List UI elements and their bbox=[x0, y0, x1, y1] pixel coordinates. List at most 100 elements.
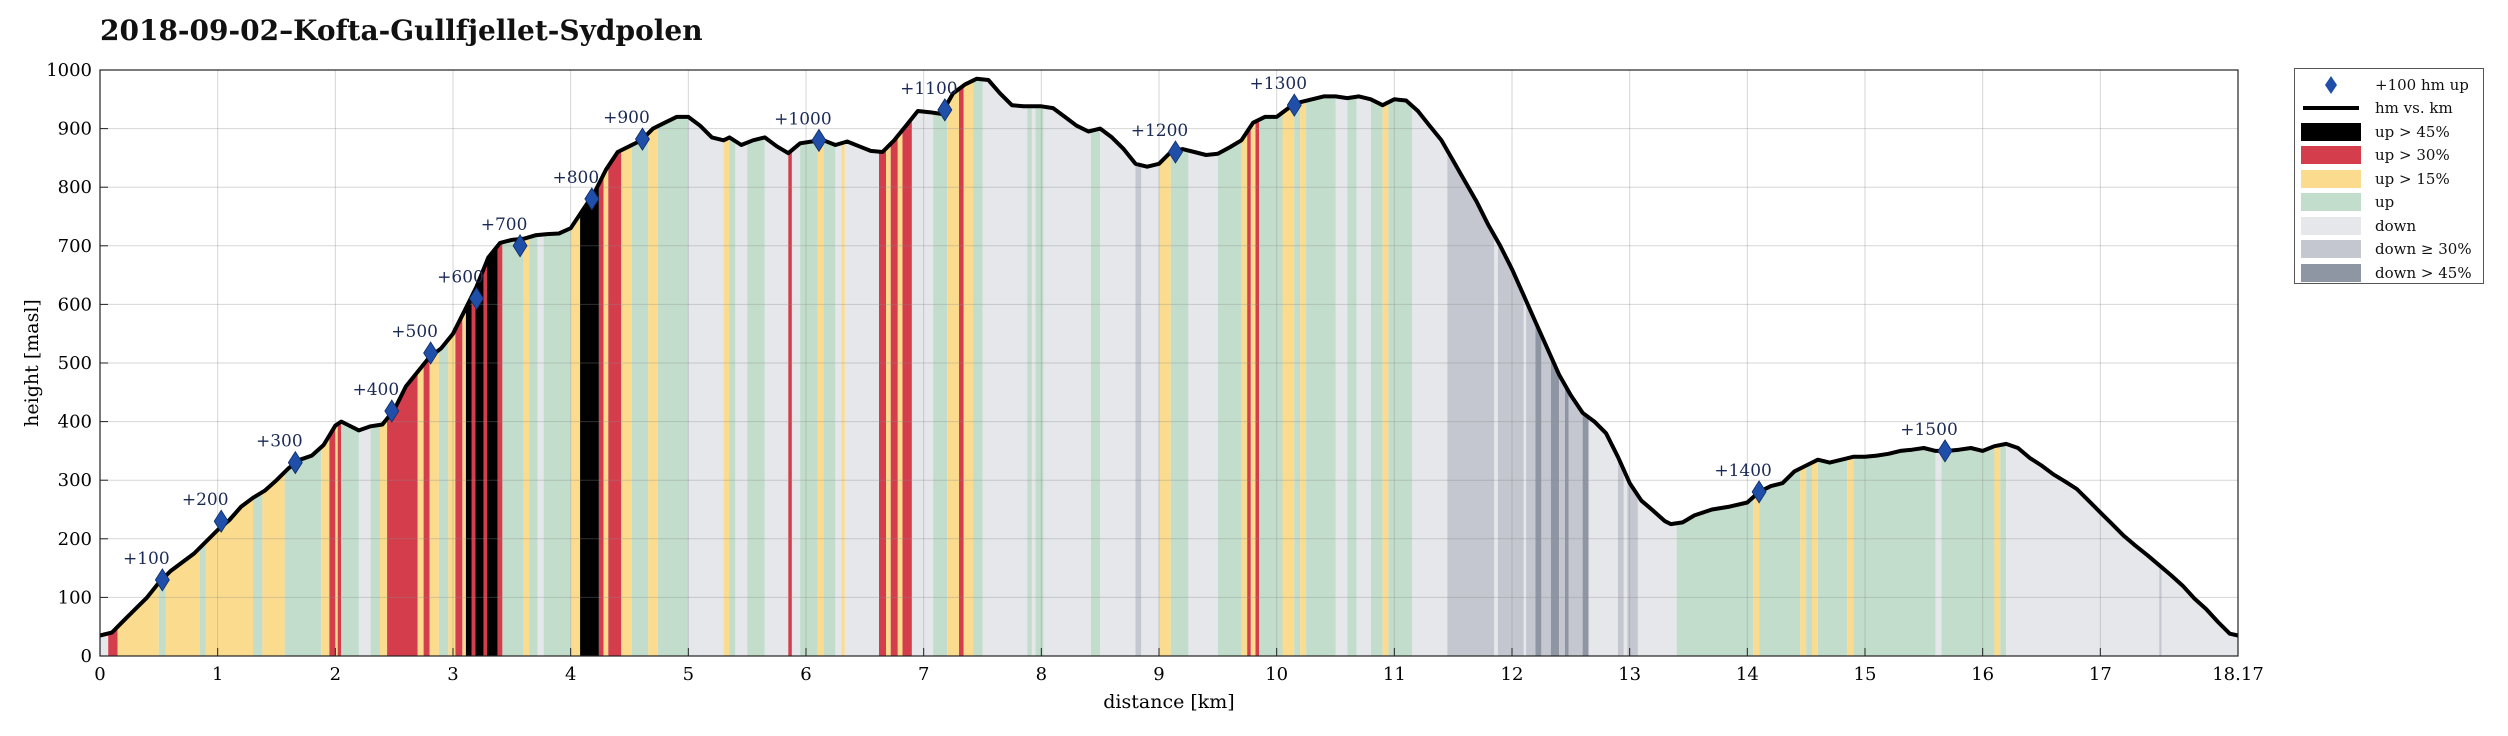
y-axis-label: height [masl] bbox=[21, 299, 43, 427]
legend-swatch-up45 bbox=[2301, 122, 2361, 141]
gradient-band-down30 bbox=[1447, 150, 1495, 656]
gradient-band-up bbox=[1370, 99, 1383, 657]
gradient-band-up bbox=[529, 235, 538, 656]
gradient-band-down30 bbox=[1627, 477, 1638, 656]
climb-marker-label: +500 bbox=[391, 322, 438, 342]
climb-marker-label: +1300 bbox=[1250, 74, 1308, 94]
gradient-band-down bbox=[1412, 105, 1448, 656]
gradient-band-down bbox=[1494, 235, 1498, 656]
gradient-band-up bbox=[1170, 149, 1189, 656]
gradient-band-down30 bbox=[2159, 565, 2162, 656]
gradient-band-down bbox=[100, 633, 109, 656]
gradient-band-up30 bbox=[1255, 119, 1259, 657]
legend-item-line: hm vs. km bbox=[2301, 97, 2477, 121]
climb-marker-label: +1400 bbox=[1714, 461, 1772, 481]
climb-marker-label: +1000 bbox=[774, 109, 832, 129]
gradient-band-down bbox=[1335, 96, 1348, 656]
legend-item-up: up bbox=[2301, 191, 2477, 215]
gradient-band-up15 bbox=[570, 214, 581, 656]
gradient-band-up bbox=[973, 78, 983, 657]
climb-marker-label: +100 bbox=[123, 549, 170, 569]
gradient-band-up bbox=[631, 133, 649, 657]
climb-marker-label: +300 bbox=[256, 432, 303, 452]
gradient-bands bbox=[100, 78, 2238, 657]
gradient-band-up15 bbox=[817, 140, 824, 657]
legend-item-down45: down > 45% bbox=[2301, 261, 2477, 285]
legend-label: down ≥ 30% bbox=[2375, 240, 2472, 259]
y-tick-label: 1000 bbox=[46, 60, 92, 81]
gradient-band-up bbox=[284, 447, 322, 656]
gradient-band-up bbox=[1853, 448, 1936, 656]
gradient-band-down bbox=[688, 116, 724, 656]
gradient-band-up15 bbox=[723, 137, 730, 656]
gradient-band-up15 bbox=[1250, 121, 1256, 657]
gradient-band-down30 bbox=[1617, 456, 1624, 656]
gradient-band-up bbox=[200, 541, 206, 656]
legend-swatch-up bbox=[2301, 193, 2361, 212]
climb-marker bbox=[384, 399, 400, 423]
gradient-band-down bbox=[1141, 163, 1159, 657]
climb-marker-label: +1100 bbox=[900, 79, 958, 99]
climb-marker bbox=[469, 286, 485, 311]
climb-marker-label: +1200 bbox=[1131, 121, 1189, 141]
gradient-band-up bbox=[729, 137, 736, 656]
gradient-band-up15 bbox=[1800, 465, 1807, 656]
gradient-band-up bbox=[543, 228, 571, 656]
climb-marker bbox=[1167, 140, 1183, 164]
gradient-band-up bbox=[1306, 96, 1336, 656]
gradient-band-up bbox=[823, 140, 836, 657]
climb-marker bbox=[1286, 93, 1302, 117]
gradient-band-up bbox=[657, 116, 689, 656]
gradient-band-up45 bbox=[580, 183, 599, 656]
gradient-band-down bbox=[1100, 128, 1136, 657]
gradient-band-down bbox=[1935, 450, 1942, 656]
gradient-band-up15 bbox=[117, 582, 159, 656]
gradient-band-down bbox=[1588, 417, 1618, 656]
x-tick-label: 8 bbox=[1036, 664, 1047, 685]
legend-item-up45: up > 45% bbox=[2301, 120, 2477, 144]
gradient-band-up bbox=[1388, 99, 1412, 657]
x-tick-label: 11 bbox=[1383, 664, 1406, 685]
legend-label: up bbox=[2375, 193, 2395, 212]
gradient-band-up bbox=[1090, 128, 1101, 657]
y-tick-label: 200 bbox=[58, 529, 92, 550]
y-tick-label: 400 bbox=[58, 412, 92, 433]
y-tick-label: 600 bbox=[58, 294, 92, 315]
gradient-band-up15 bbox=[262, 472, 285, 656]
climb-marker-label: +400 bbox=[352, 380, 399, 400]
climb-marker bbox=[1937, 439, 1953, 463]
x-tick-label: 14 bbox=[1736, 664, 1759, 685]
gradient-band-up30 bbox=[1247, 126, 1251, 657]
gradient-band-up bbox=[1294, 102, 1301, 656]
climb-marker-label: +700 bbox=[481, 215, 528, 235]
climb-marker bbox=[512, 234, 528, 258]
legend: +100 hm up hm vs. km up > 45% up > 30% up > … bbox=[2294, 68, 2484, 284]
gradient-band-up bbox=[341, 421, 359, 656]
climb-marker-label: +900 bbox=[603, 108, 650, 128]
legend-swatch-up15 bbox=[2301, 169, 2361, 188]
gradient-band-up15 bbox=[1282, 105, 1295, 656]
legend-item-down: down bbox=[2301, 214, 2477, 238]
gradient-band-up bbox=[2000, 443, 2007, 656]
gradient-band-up15 bbox=[886, 143, 891, 657]
gradient-band-up15 bbox=[523, 237, 530, 656]
y-tick-label: 300 bbox=[58, 470, 92, 491]
gradient-band-up bbox=[438, 339, 449, 656]
axis-ticks: 0 1 2 3 4 5 6 7 8 9 10 11 12 13 14 15 16 17 18.17010020030… bbox=[46, 60, 2264, 685]
gradient-band-up bbox=[933, 103, 948, 656]
gradient-band-up30 bbox=[497, 242, 503, 657]
gradient-band-up15 bbox=[429, 350, 439, 656]
gradient-band-up45 bbox=[487, 245, 498, 657]
legend-label: up > 30% bbox=[2375, 146, 2450, 165]
climb-marker bbox=[1751, 480, 1767, 504]
climb-marker-label: +600 bbox=[437, 268, 484, 288]
gradient-band-up15 bbox=[1753, 491, 1760, 656]
x-tick-label: 0 bbox=[94, 664, 105, 685]
x-tick-label: 5 bbox=[683, 664, 694, 685]
gradient-band-down bbox=[764, 137, 789, 656]
gradient-band-up bbox=[253, 492, 263, 656]
legend-label: hm vs. km bbox=[2375, 99, 2453, 118]
gradient-band-down bbox=[358, 426, 371, 656]
legend-item-up30: up > 30% bbox=[2301, 144, 2477, 168]
legend-swatch-down45 bbox=[2301, 263, 2361, 282]
